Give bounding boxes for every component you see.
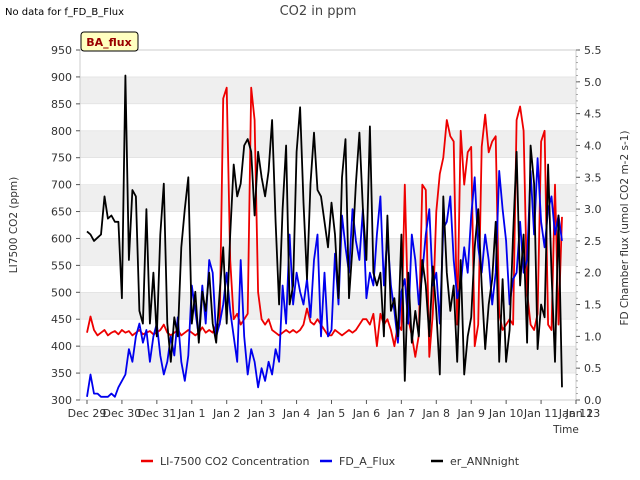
y-tick-label: 600 (51, 232, 72, 245)
x-tick-label: Jan 11 (523, 407, 558, 420)
x-tick-label: Jan 4 (282, 407, 310, 420)
x-tick-label: Jan 10 (488, 407, 523, 420)
y2-tick-label: 1.5 (584, 299, 602, 312)
x-tick-label: Jan 2 (212, 407, 240, 420)
y-tick-label: 650 (51, 206, 72, 219)
y-tick-label: 550 (51, 259, 72, 272)
y2-tick-label: 5.5 (584, 44, 602, 57)
y2-tick-label: 0.0 (584, 394, 602, 407)
y2-tick-label: 4.0 (584, 139, 602, 152)
y2-tick-label: 4.5 (584, 108, 602, 121)
series-line-er-annnight (86, 74, 563, 388)
x-tick-label: Jan 5 (317, 407, 345, 420)
x-tick-label: Jan 1 (177, 407, 205, 420)
x-tick-label: Jan 13 (565, 407, 600, 420)
grid-bands (80, 49, 576, 401)
y-tick-label: 500 (51, 286, 72, 299)
badge-box (80, 31, 139, 52)
y-axis-label: LI7500 CO2 (ppm) (8, 177, 20, 273)
badge-label: BA_flux (86, 36, 131, 49)
y2-tick-label: 3.5 (584, 171, 602, 184)
x-tick-label: Jan 8 (422, 407, 450, 420)
series-layer (86, 74, 563, 398)
series-line-li-7500-co2-concentration (86, 86, 563, 358)
series-line-fd-a-flux (86, 157, 563, 398)
x-tick-label: Jan 12 (558, 407, 593, 420)
legend-label: er_ANNnight (450, 455, 520, 468)
y-tick-label: 800 (51, 125, 72, 138)
x-tick-label: Jan 7 (387, 407, 415, 420)
y-tick-label: 850 (51, 98, 72, 111)
grid-band (80, 346, 576, 374)
grid-band (80, 130, 576, 158)
y-tick-label: 400 (51, 340, 72, 353)
y2-tick-label: 2.5 (584, 235, 602, 248)
legend-label: FD_A_Flux (339, 455, 396, 468)
legend: LI-7500 CO2 Concentration FD_A_Flux er_ANN… (141, 455, 520, 468)
x-tick-label: Jan 9 (456, 407, 484, 420)
y2-tick-label: 3.0 (584, 203, 602, 216)
plot-frame (79, 49, 577, 401)
x-tick-label: Dec 31 (137, 407, 176, 420)
x-tick-label: Jan 3 (247, 407, 275, 420)
y2-axis-label: FD Chamber flux (umol CO2 m-2 s-1) (619, 130, 631, 325)
y2-tick-label: 2.0 (584, 267, 602, 280)
y-tick-label: 750 (51, 152, 72, 165)
x-tick-label: Dec 30 (103, 407, 142, 420)
x-tick-label: Dec 29 (68, 407, 107, 420)
y-axis-ticks: 300 350 400 450 500 550 600 650 700 750 800 850 900 9… (51, 44, 80, 407)
legend-label: LI-7500 CO2 Concentration (160, 455, 310, 468)
grid-band (80, 76, 576, 104)
y2-tick-label: 5.0 (584, 76, 602, 89)
y2-axis-ticks: 0.0 0.5 1.0 1.5 2.0 2.5 3.0 3.5 4.0 4.5 5.0 5.5 (576, 44, 602, 407)
x-tick-label: Jan 6 (352, 407, 380, 420)
y-tick-label: 450 (51, 313, 72, 326)
y-tick-label: 350 (51, 367, 72, 380)
y-tick-label: 950 (51, 44, 72, 57)
chart-title: CO2 in ppm (280, 4, 357, 19)
top-left-note: No data for f_FD_B_Flux (5, 7, 125, 18)
y-tick-label: 900 (51, 71, 72, 84)
y2-tick-label: 0.5 (584, 362, 602, 375)
y-tick-label: 700 (51, 179, 72, 192)
badge: BA_flux (80, 31, 139, 52)
y2-tick-label: 1.0 (584, 330, 602, 343)
y-tick-label: 300 (51, 394, 72, 407)
x-axis-label: Time (552, 424, 579, 436)
